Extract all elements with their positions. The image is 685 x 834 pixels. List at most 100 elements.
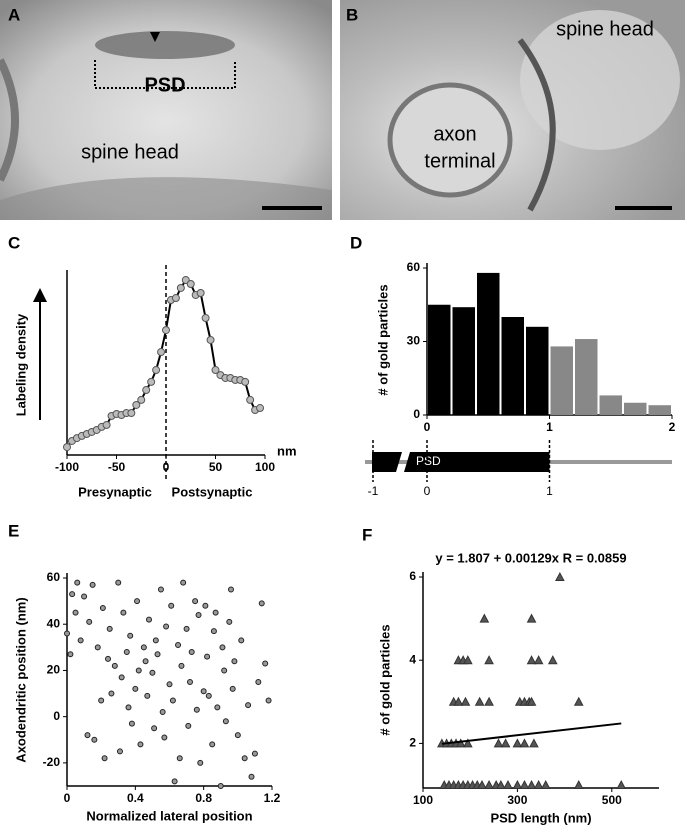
data-point: [120, 609, 127, 616]
data-point: [175, 642, 182, 649]
data-point: [547, 655, 558, 665]
data-point: [159, 709, 166, 716]
data-point: [152, 366, 161, 375]
data-point: [127, 632, 134, 639]
spine-head-label: spine head: [81, 141, 179, 163]
data-point: [115, 579, 122, 586]
y-tick-label: 60: [407, 260, 421, 274]
data-point: [195, 611, 202, 618]
panel-label: A: [8, 5, 20, 24]
data-point: [255, 679, 262, 685]
data-point: [171, 294, 180, 303]
data-point: [125, 704, 132, 711]
psd-label: PSD: [416, 454, 441, 468]
data-point: [573, 696, 584, 706]
panel-label: C: [8, 233, 20, 252]
schematic-tick-label: 1: [546, 484, 553, 498]
data-point: [540, 779, 551, 789]
data-point: [206, 335, 215, 344]
bar: [428, 304, 451, 415]
data-point: [105, 655, 111, 662]
data-point: [484, 779, 494, 789]
y-tick-label: 30: [407, 334, 421, 348]
data-point: [123, 648, 130, 655]
x-tick-label: 100: [255, 460, 275, 474]
data-point: [209, 741, 216, 748]
y-tick-label: 40: [47, 616, 61, 630]
data-point: [72, 609, 79, 616]
axon-label: axon: [433, 123, 476, 145]
data-point: [460, 696, 471, 706]
data-point: [161, 734, 168, 741]
data-point: [519, 738, 530, 748]
data-point: [493, 738, 504, 748]
data-point: [77, 637, 84, 644]
bar: [575, 339, 598, 415]
data-point: [221, 667, 228, 674]
x-tick-label: 50: [209, 460, 223, 474]
x-axis-label: Normalized lateral position: [86, 808, 252, 823]
data-point: [212, 609, 219, 616]
psd-bar: [372, 452, 550, 472]
data-point: [248, 773, 255, 780]
data-point: [234, 732, 241, 739]
data-point: [99, 605, 106, 612]
data-point: [176, 283, 185, 292]
y-axis-label: # of gold particles: [375, 284, 390, 395]
data-point: [533, 779, 544, 789]
data-point: [64, 630, 70, 637]
y-tick-label: 0: [413, 407, 420, 421]
data-point: [241, 377, 250, 386]
data-point: [163, 623, 170, 630]
data-point: [526, 779, 537, 789]
data-point: [106, 625, 113, 632]
x-axis-label: PSD length (nm): [490, 810, 591, 825]
data-point: [496, 779, 506, 789]
data-point: [202, 602, 209, 609]
data-point: [147, 377, 156, 386]
panel-label: E: [8, 521, 19, 540]
data-point: [484, 696, 494, 706]
data-point: [526, 655, 537, 665]
data-point: [246, 395, 255, 404]
data-point: [192, 598, 199, 605]
data-point: [144, 692, 151, 699]
x-tick-label: 0: [64, 791, 71, 805]
chart-title: y = 1.807 + 0.00129x R = 0.0859: [435, 550, 626, 565]
data-point: [116, 748, 123, 755]
bar: [452, 307, 475, 415]
arrow-head: [33, 288, 47, 302]
data-point: [67, 651, 74, 658]
fit-line: [441, 722, 622, 745]
data-point: [228, 586, 234, 593]
data-point: [200, 688, 207, 695]
data-point: [484, 655, 494, 665]
data-point: [111, 662, 118, 669]
data-point: [201, 314, 210, 323]
data-point: [196, 289, 205, 297]
data-point: [137, 395, 146, 404]
data-point: [168, 602, 175, 609]
data-point: [512, 738, 523, 748]
x-tick-label: 0.4: [127, 791, 144, 805]
x-label-right: Postsynaptic: [172, 484, 253, 499]
data-point: [157, 586, 164, 593]
data-point: [616, 779, 627, 789]
x-tick-label: 0: [424, 420, 431, 434]
y-axis-label: Axodendritic position (nm): [13, 597, 28, 762]
panel-label: F: [362, 525, 372, 544]
data-point: [81, 593, 88, 600]
data-point: [238, 637, 245, 644]
data-point: [84, 732, 91, 739]
x-tick-label: 500: [602, 793, 622, 807]
data-point: [137, 741, 144, 748]
bar: [477, 272, 500, 415]
y-tick-label: 2: [409, 736, 416, 750]
y-axis-label: # of gold particles: [377, 624, 392, 735]
data-point: [86, 618, 93, 625]
psd-label: PSD: [144, 74, 185, 96]
data-point: [134, 598, 141, 605]
data-point: [186, 280, 195, 288]
data-point: [463, 655, 473, 665]
y-tick-label: 20: [47, 663, 61, 677]
